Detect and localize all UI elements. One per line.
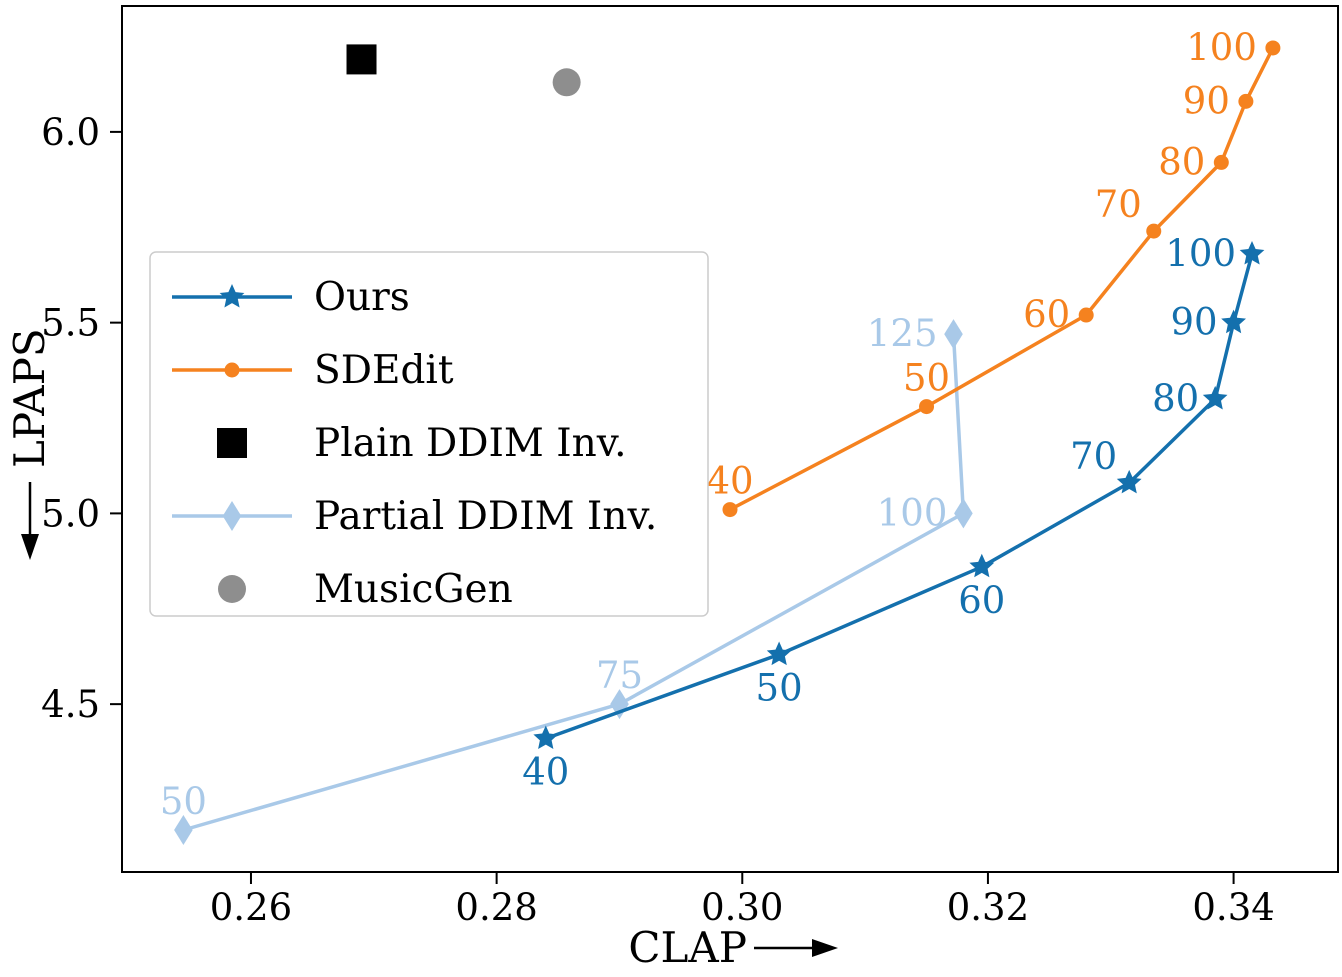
- point-label: 100: [877, 491, 948, 534]
- point-label: 50: [756, 667, 803, 710]
- legend-item-musicgen: MusicGen: [218, 567, 513, 612]
- point-label: 75: [596, 654, 643, 697]
- x-tick-label: 0.34: [1192, 886, 1274, 929]
- x-axis-label: CLAP: [628, 923, 747, 972]
- x-tick-label: 0.30: [701, 886, 783, 929]
- plot-frame: [121, 5, 1339, 873]
- star-marker-icon: [1239, 241, 1265, 265]
- x-tick-label: 0.32: [947, 886, 1029, 929]
- legend-frame: [149, 251, 709, 617]
- series-plain-ddim-inv: [346, 44, 377, 75]
- circle-marker-icon: [552, 68, 581, 97]
- point-label: 100: [1186, 26, 1257, 69]
- star-marker-icon: [219, 284, 245, 308]
- circle-marker-icon: [224, 362, 240, 378]
- circle-marker-icon: [1078, 307, 1094, 323]
- star-marker-icon: [533, 725, 559, 749]
- diamond-marker-icon: [222, 501, 242, 531]
- y-axis-label-group: LPAPS: [5, 328, 54, 560]
- point-label: 50: [903, 357, 950, 400]
- point-label: 50: [160, 780, 207, 823]
- legend-item-ours: Ours: [172, 275, 410, 320]
- circle-marker-icon: [218, 575, 246, 603]
- circle-marker-icon: [1238, 93, 1254, 109]
- star-marker-icon: [969, 553, 995, 578]
- point-label: 60: [958, 579, 1005, 622]
- x-axis: 0.26 0.28 0.30 0.32 0.34: [210, 872, 1275, 929]
- point-label: 70: [1070, 435, 1117, 478]
- diamond-marker-icon: [610, 689, 629, 720]
- right-arrowhead-icon: [812, 939, 838, 957]
- legend-label: Partial DDIM Inv.: [314, 494, 657, 539]
- series-ours: [533, 241, 1265, 749]
- circle-marker-icon: [722, 502, 738, 518]
- y-axis-label: LPAPS: [5, 328, 54, 468]
- y-tick-label: 4.5: [41, 683, 100, 726]
- square-marker-icon: [217, 428, 247, 458]
- y-tick-label: 5.5: [41, 302, 100, 345]
- diamond-marker-icon: [954, 498, 973, 529]
- point-label: 40: [706, 460, 753, 503]
- star-marker-icon: [1221, 309, 1246, 334]
- point-label: 70: [1095, 183, 1142, 226]
- legend-item-partial-ddim-inv: Partial DDIM Inv.: [172, 494, 657, 539]
- point-label: 40: [522, 751, 569, 794]
- circle-marker-icon: [1265, 40, 1281, 56]
- series-partial-ddim-inv: [174, 319, 973, 845]
- x-tick-label: 0.26: [210, 886, 292, 929]
- legend-label: Ours: [314, 275, 410, 320]
- x-axis-label-group: CLAP: [628, 923, 838, 972]
- series-musicgen: [552, 68, 581, 97]
- series-line: [181, 332, 966, 832]
- point-annotations: 40 50 60 70 80 90 100 40 50 60 70 80 90 100 50 75 100 125: [160, 26, 1257, 823]
- y-tick-label: 6.0: [41, 111, 100, 154]
- circle-marker-icon: [1146, 223, 1162, 239]
- legend-item-sdedit: SDEdit: [172, 348, 454, 393]
- point-label: 100: [1165, 232, 1236, 275]
- point-label: 60: [1023, 293, 1070, 336]
- point-label: 90: [1183, 79, 1230, 122]
- point-label: 80: [1152, 377, 1199, 420]
- legend-item-plain-ddim-inv: Plain DDIM Inv.: [217, 421, 627, 466]
- point-label: 80: [1158, 140, 1205, 183]
- diamond-marker-icon: [944, 319, 963, 350]
- star-marker-icon: [1202, 385, 1228, 410]
- y-tick-label: 5.0: [41, 492, 100, 535]
- legend-label: SDEdit: [314, 348, 454, 393]
- point-label: 125: [867, 312, 938, 355]
- legend: Ours SDEdit Plain DDIM Inv. Partial DDIM In…: [149, 251, 709, 617]
- legend-label: Plain DDIM Inv.: [314, 421, 627, 466]
- x-tick-label: 0.28: [455, 886, 537, 929]
- y-axis: 4.5 5.0 5.5 6.0: [41, 111, 122, 726]
- series-sdedit: [722, 40, 1281, 518]
- square-marker-icon: [346, 44, 377, 75]
- star-marker-icon: [766, 641, 792, 666]
- star-marker-icon: [1116, 469, 1142, 494]
- legend-label: MusicGen: [314, 567, 513, 612]
- circle-marker-icon: [1213, 154, 1229, 170]
- point-label: 90: [1171, 301, 1218, 344]
- down-arrowhead-icon: [21, 534, 39, 560]
- diamond-marker-icon: [174, 815, 193, 845]
- circle-marker-icon: [919, 399, 935, 415]
